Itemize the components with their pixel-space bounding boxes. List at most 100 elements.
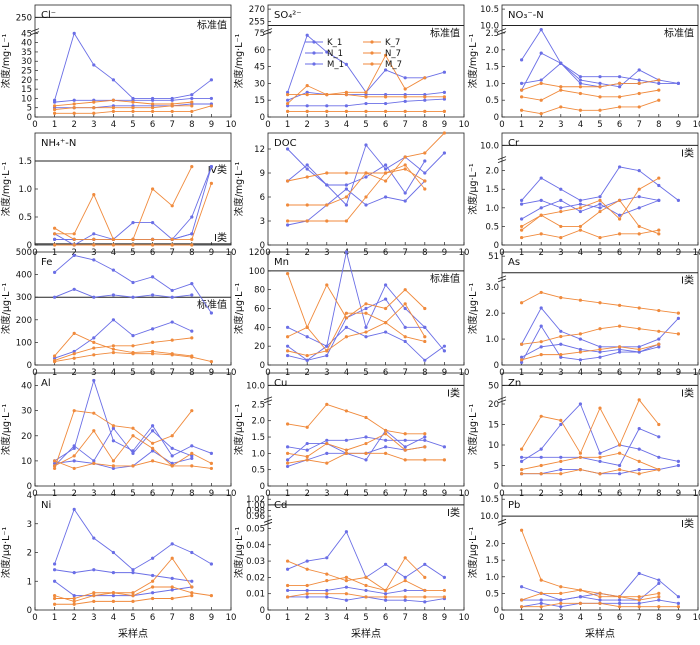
data-point <box>657 176 661 180</box>
series-line-K_1 <box>54 166 212 246</box>
data-point <box>364 583 368 588</box>
series-line-M_1 <box>54 319 192 359</box>
panel-13: 0.960.981.001.02 Ⅰ类 0 0.01 0.02 0.03 0.04 0.05 0… <box>233 494 469 623</box>
x-tick-label: 5 <box>597 120 602 130</box>
data-point <box>618 350 622 354</box>
data-point <box>344 311 348 315</box>
data-point <box>286 90 290 94</box>
data-point <box>676 81 681 85</box>
y-tick-label: 1.5 <box>485 556 499 566</box>
data-point <box>539 605 543 609</box>
data-point <box>325 451 329 455</box>
data-point <box>559 468 563 472</box>
data-point <box>559 224 563 229</box>
y-tick-label: 75 <box>254 29 265 39</box>
data-point <box>442 70 446 74</box>
y-tick-label: 30 <box>254 79 265 89</box>
data-point <box>598 198 602 202</box>
data-point <box>72 253 76 257</box>
data-point <box>170 585 174 589</box>
data-point <box>72 352 76 356</box>
x-tick-label: 3 <box>558 613 563 623</box>
data-point <box>578 91 583 96</box>
series-K_7 <box>286 272 427 329</box>
data-point <box>442 588 446 593</box>
x-tick-label: 7 <box>169 120 174 130</box>
x-tick-label: 7 <box>402 489 407 499</box>
axis-break-mark <box>497 28 507 33</box>
series-K_7 <box>53 409 194 471</box>
legend-label: M_1 <box>327 60 344 70</box>
data-point <box>578 206 583 210</box>
series-line-K_7 <box>521 177 660 231</box>
data-point <box>559 353 563 357</box>
x-tick-label: 4 <box>578 613 583 623</box>
data-point <box>151 585 155 589</box>
data-point <box>111 439 115 443</box>
data-point <box>344 585 348 589</box>
axis-break-mark <box>497 275 507 280</box>
data-point <box>403 76 407 80</box>
data-point <box>305 595 309 599</box>
series-line-N_1 <box>54 166 212 240</box>
axis-break-mark <box>263 396 273 401</box>
data-point <box>111 350 115 355</box>
data-point <box>598 206 602 210</box>
series-line-K_7 <box>521 530 659 598</box>
data-point <box>92 429 96 433</box>
y-tick-label-upper: 10.0 <box>480 141 499 151</box>
x-tick-label: 4 <box>578 248 583 258</box>
y-tick-label: 5 <box>494 462 499 472</box>
x-tick-label: 3 <box>558 489 563 499</box>
data-point <box>618 345 622 349</box>
data-point <box>539 51 543 55</box>
y-tick-label: 1.0 <box>485 335 499 345</box>
data-point <box>520 447 524 451</box>
data-point <box>403 339 407 344</box>
series-M_7 <box>286 321 427 358</box>
data-point <box>72 31 76 35</box>
data-point <box>539 306 543 310</box>
data-point <box>637 68 641 72</box>
y-axis-label: 浓度/μg·L⁻¹ <box>467 283 479 335</box>
data-point <box>92 193 96 197</box>
x-tick-label: 2 <box>304 613 309 623</box>
axis-break-mark <box>497 521 507 526</box>
x-tick-label: 3 <box>558 248 563 258</box>
data-point <box>151 327 155 331</box>
y-tick-label: 100 <box>16 338 32 348</box>
data-point <box>170 454 174 458</box>
data-point <box>305 104 309 108</box>
data-point <box>559 334 563 339</box>
data-point <box>520 202 524 206</box>
data-point <box>92 459 96 463</box>
data-point <box>325 283 329 287</box>
data-point <box>305 592 309 596</box>
data-point <box>676 605 681 609</box>
x-tick-label: 8 <box>422 613 427 623</box>
data-point <box>131 109 135 114</box>
data-point <box>637 91 641 96</box>
data-point <box>151 446 155 450</box>
data-point <box>598 75 602 79</box>
data-point <box>53 104 57 108</box>
data-point <box>305 325 309 329</box>
data-point <box>403 335 407 339</box>
plot-frame <box>501 4 699 118</box>
series-K_1 <box>53 31 213 102</box>
data-point <box>305 583 309 588</box>
data-point <box>598 455 602 459</box>
data-point <box>131 571 135 575</box>
standard-label: Ⅰ类 <box>681 146 694 159</box>
data-point <box>618 451 622 455</box>
data-point <box>190 104 194 108</box>
data-point <box>403 199 407 203</box>
series-K_1 <box>520 402 681 464</box>
x-tick-label: 4 <box>344 613 349 623</box>
data-point <box>559 585 563 589</box>
data-point <box>151 109 155 114</box>
data-point <box>92 568 96 572</box>
data-point <box>403 302 407 306</box>
data-point <box>520 81 524 85</box>
data-point <box>344 93 348 97</box>
